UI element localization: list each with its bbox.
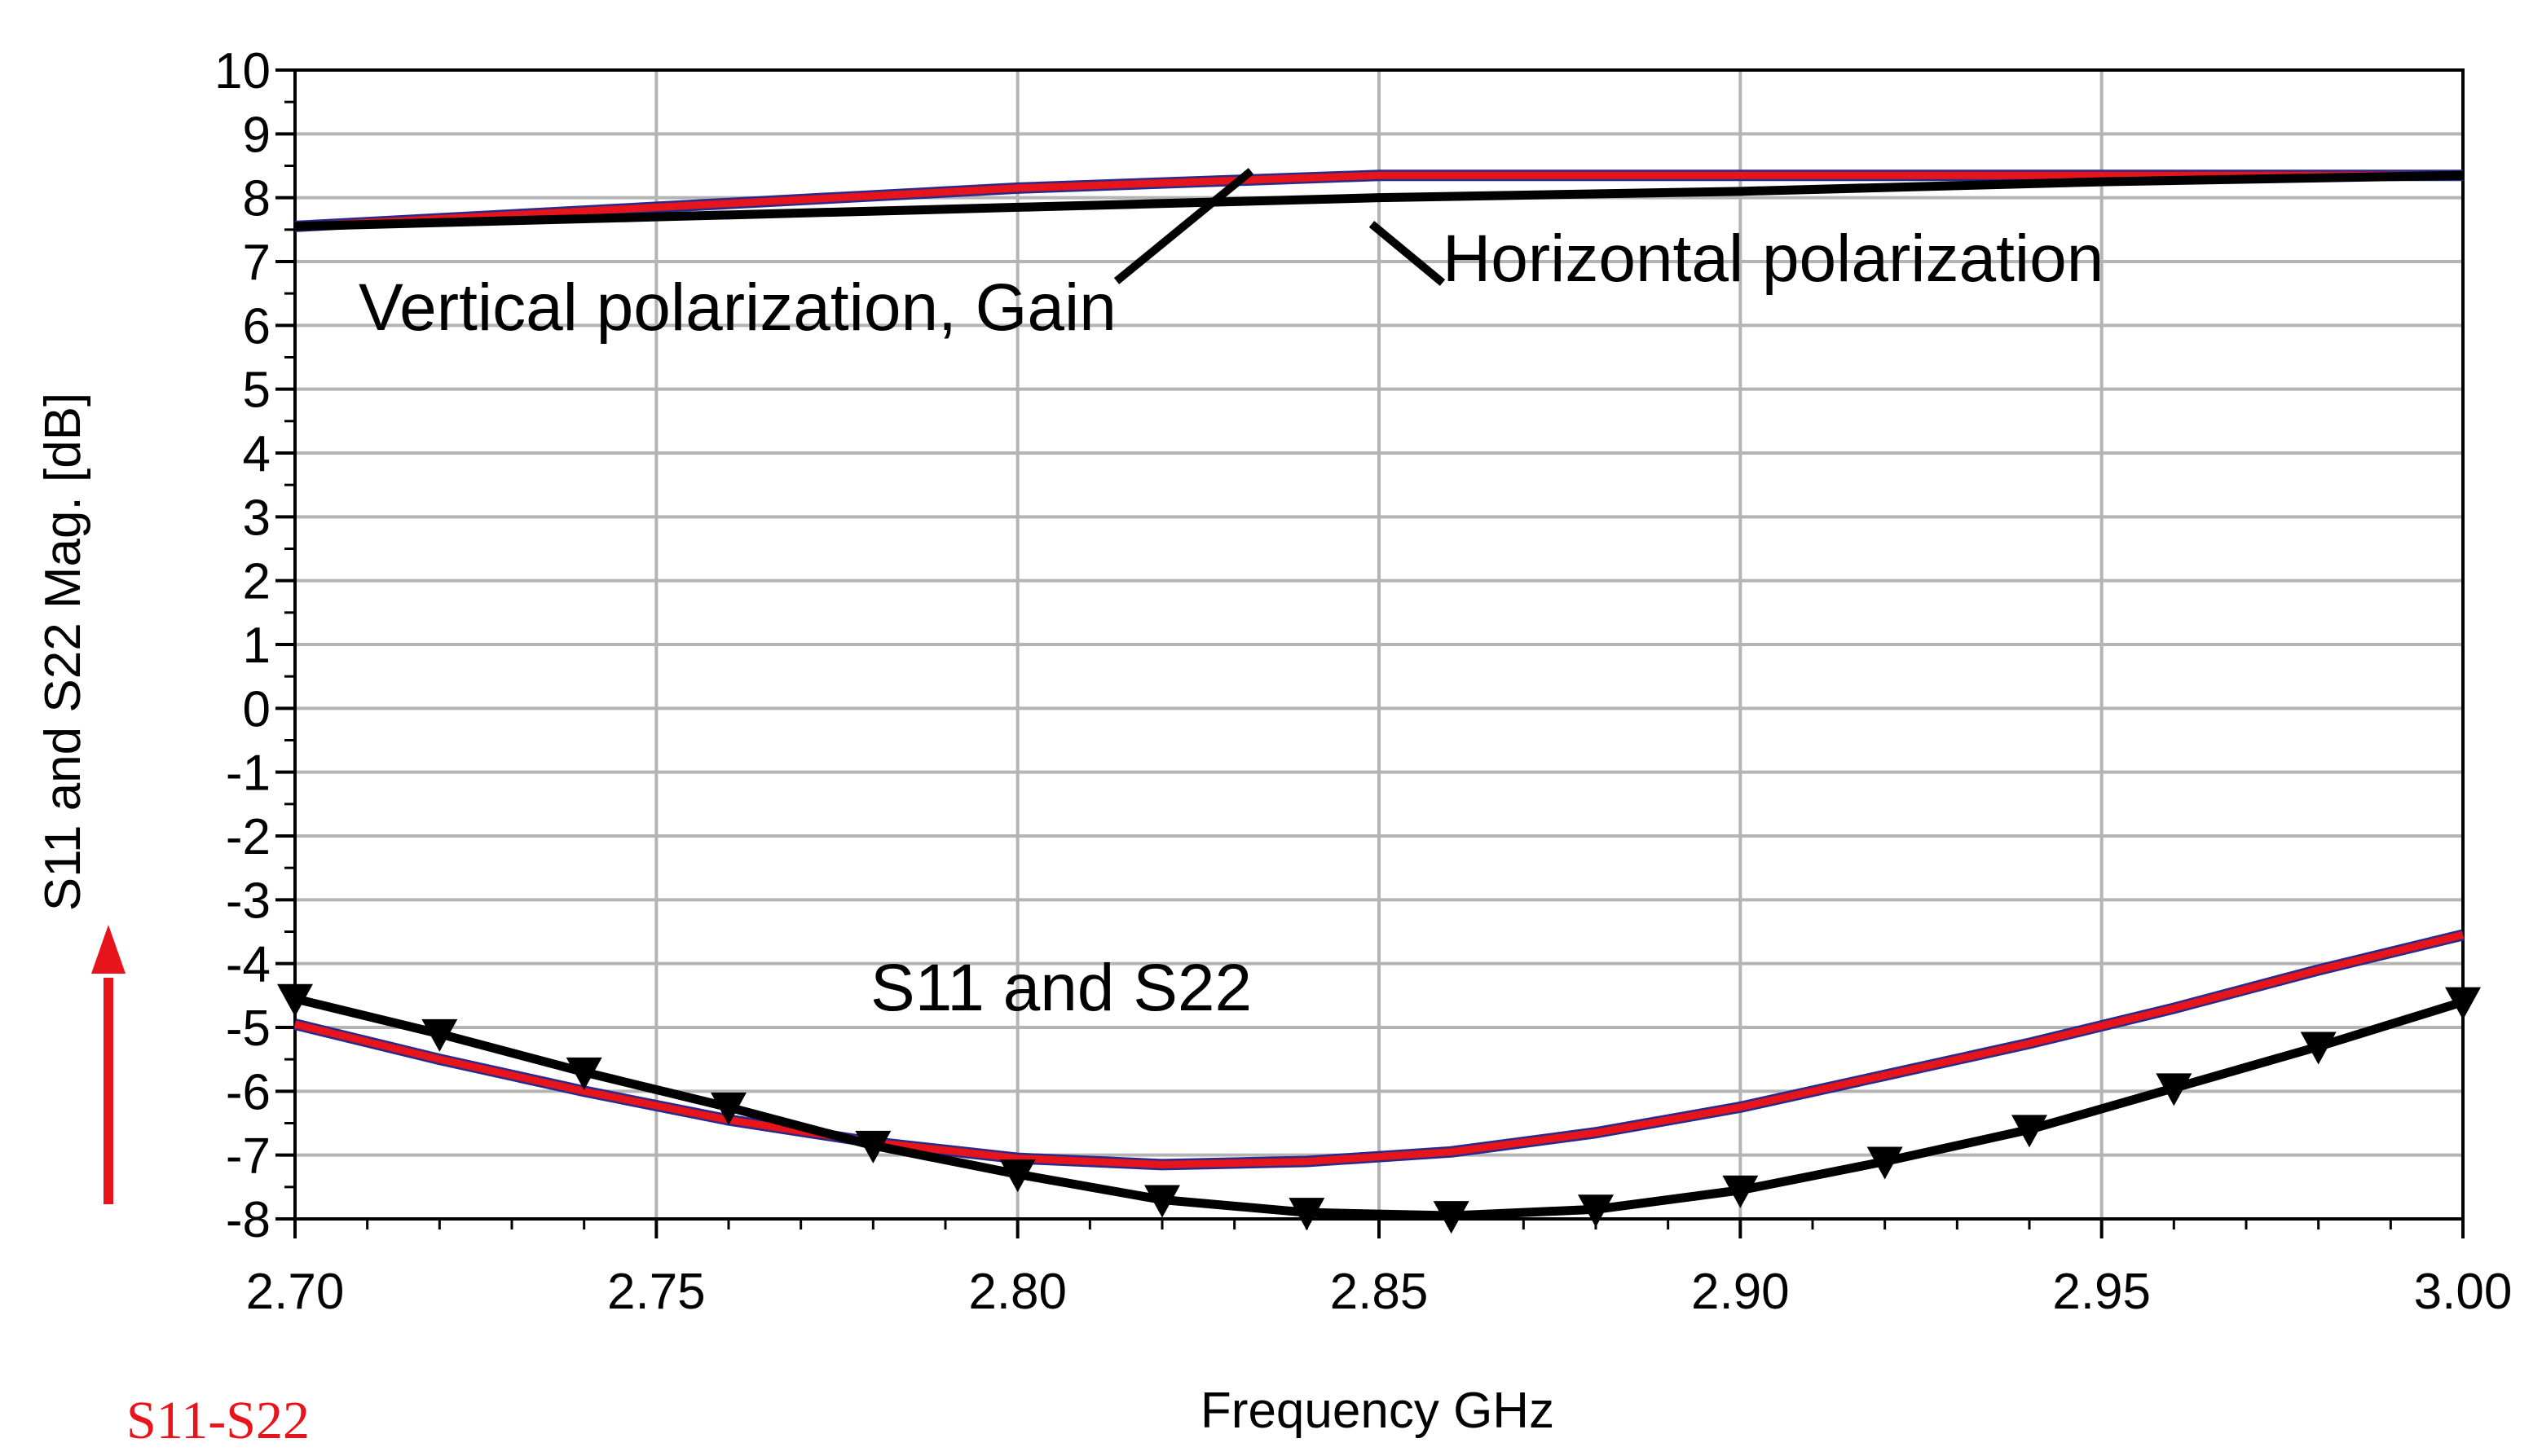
y-tick-label: 1	[243, 618, 271, 674]
s11-s22-label: S11 and S22	[870, 951, 1252, 1025]
y-axis-title: S11 and S22 Mag. [dB]	[35, 393, 91, 912]
data-point-marker	[1433, 1201, 1469, 1234]
data-point-marker	[277, 983, 313, 1017]
y-tick-label: 9	[243, 107, 271, 163]
series-horizontal-polarization	[294, 170, 2464, 231]
vertical-polarization-label: Vertical polarization, Gain	[359, 271, 1117, 345]
y-tick-label: -3	[226, 873, 271, 929]
series-line	[293, 994, 2465, 1221]
data-point-marker	[711, 1092, 747, 1125]
series-line	[294, 170, 2464, 231]
y-tick-label: 10	[214, 43, 271, 99]
y-tick-label: 7	[243, 235, 271, 291]
y-tick-label: 0	[243, 681, 271, 737]
x-tick-label: 3.00	[2414, 1264, 2513, 1320]
data-point-marker	[2300, 1032, 2337, 1065]
data-point-marker	[999, 1159, 1036, 1193]
y-tick-label: -5	[226, 1001, 271, 1057]
x-axis: 2.70 2.75 2.80 2.85 2.90 2.95 3.00	[246, 1219, 2513, 1320]
data-point-marker	[855, 1130, 892, 1163]
y-tick-label: 3	[243, 490, 271, 546]
series-vertical-polarization-gain	[294, 169, 2463, 232]
data-point-marker	[1578, 1194, 1614, 1228]
x-tick-label: 2.70	[246, 1264, 345, 1320]
data-point-marker	[421, 1018, 458, 1052]
vertical-annotation-leader	[1113, 168, 1254, 284]
x-tick-label: 2.85	[1330, 1264, 1429, 1320]
y-tick-label: 5	[243, 363, 271, 419]
data-point-marker	[1289, 1198, 1325, 1231]
data-point-marker	[566, 1057, 602, 1090]
y-tick-label: -6	[226, 1064, 271, 1120]
y-tick-label: 4	[243, 426, 271, 482]
series-line	[293, 931, 2465, 1168]
x-tick-label: 2.75	[607, 1264, 706, 1320]
horizontal-annotation-leader	[1368, 221, 1446, 286]
data-point-marker	[1144, 1185, 1180, 1218]
series-s22	[277, 983, 2481, 1234]
data-point-marker	[2156, 1073, 2192, 1106]
series-s11	[293, 929, 2465, 1171]
x-tick-label: 2.95	[2052, 1264, 2151, 1320]
x-axis-title: Frequency GHz	[1201, 1383, 1554, 1439]
series-line	[294, 171, 2463, 231]
y-tick-label: 6	[243, 298, 271, 354]
y-tick-label: -7	[226, 1128, 271, 1185]
y-tick-label: -8	[226, 1192, 271, 1248]
series-layer	[277, 169, 2481, 1234]
y-tick-label: -4	[226, 937, 271, 993]
data-point-marker	[2011, 1115, 2047, 1148]
horizontal-polarization-label: Horizontal polarization	[1443, 222, 2104, 296]
y-tick-label: 2	[243, 554, 271, 610]
figure-caption: S11-S22	[126, 1391, 310, 1450]
y-tick-label: 8	[243, 171, 271, 227]
x-tick-label: 2.90	[1691, 1264, 1790, 1320]
data-point-marker	[2445, 987, 2481, 1020]
y-tick-label: -2	[226, 809, 271, 865]
data-point-marker	[1722, 1175, 1759, 1208]
up-arrow-icon	[91, 925, 126, 974]
data-point-marker	[1866, 1146, 1903, 1180]
y-tick-label: -1	[226, 746, 271, 802]
grid	[293, 68, 2465, 1221]
x-tick-label: 2.80	[968, 1264, 1067, 1320]
